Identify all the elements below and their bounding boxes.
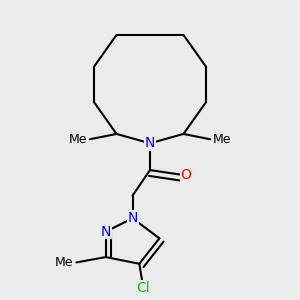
Text: O: O (181, 168, 192, 182)
Text: Me: Me (213, 133, 231, 146)
Text: N: N (128, 211, 138, 225)
Text: Me: Me (69, 133, 87, 146)
Text: N: N (145, 136, 155, 150)
Text: Cl: Cl (136, 281, 150, 295)
Text: N: N (100, 225, 111, 238)
Text: Me: Me (55, 256, 74, 269)
